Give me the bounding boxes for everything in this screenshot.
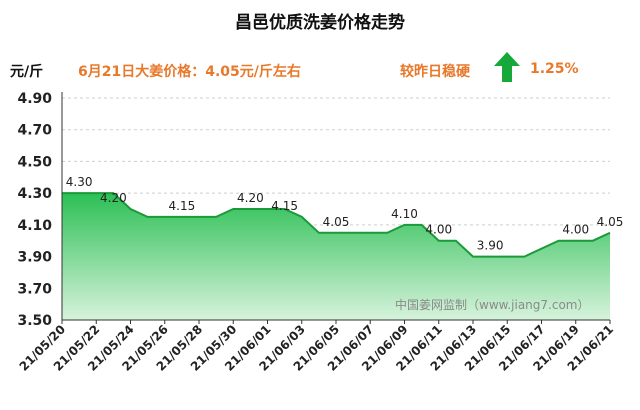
data-label: 4.05 [323, 215, 350, 229]
data-label: 4.15 [169, 199, 196, 213]
x-tick-labels: 21/05/2021/05/2221/05/2421/05/2621/05/28… [17, 322, 617, 374]
price-area [62, 193, 610, 320]
price-note: 6月21日大姜价格：4.05元/斤左右 [78, 64, 301, 80]
compare-label: 较昨日稳硬 [400, 64, 470, 80]
y-tick-label: 4.30 [17, 186, 52, 202]
y-tick-label: 4.50 [17, 154, 52, 170]
price-line [62, 192, 611, 258]
data-label: 4.05 [597, 215, 624, 229]
y-tick-label: 3.70 [17, 281, 52, 297]
data-label: 4.10 [391, 207, 418, 221]
data-labels: 4.30 4.20 4.15 4.20 4.15 4.05 4.10 4.00 3.90 4.00… [66, 175, 624, 252]
y-tick-label: 4.10 [17, 218, 52, 234]
data-label: 4.00 [562, 223, 589, 237]
watermark: 中国姜网监制（www.jiang7.com） [395, 297, 589, 312]
y-tick-label: 3.90 [17, 250, 52, 266]
data-label: 4.20 [237, 191, 264, 205]
change-percent: 1.25% [530, 61, 579, 77]
y-tick-label: 4.70 [17, 123, 52, 139]
data-label: 4.15 [271, 199, 298, 213]
y-tick-label: 3.50 [17, 313, 52, 329]
data-label: 4.20 [100, 191, 127, 205]
data-label: 4.00 [425, 223, 452, 237]
up-arrow-icon [494, 52, 520, 82]
data-label: 3.90 [477, 239, 504, 253]
y-tick-labels: 4.90 4.70 4.50 4.30 4.10 3.90 3.70 3.50 [17, 91, 52, 329]
y-tick-label: 4.90 [17, 91, 52, 107]
axes [61, 92, 611, 324]
y-axis-unit: 元/斤 [10, 64, 44, 80]
chart-title: 昌邑优质洗姜价格走势 [235, 13, 405, 33]
data-label: 4.30 [66, 175, 93, 189]
